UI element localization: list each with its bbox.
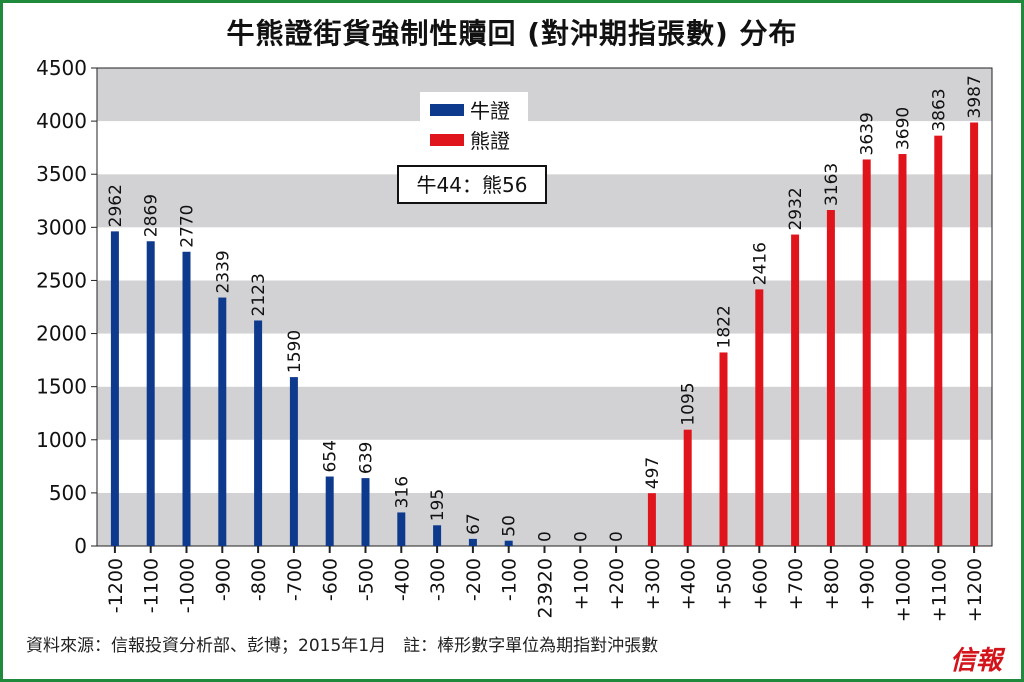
x-tick-label: -400: [391, 558, 413, 601]
ratio-annotation: 牛44：熊56: [417, 173, 528, 197]
bar-value-label: 497: [643, 457, 663, 489]
bar-value-label: 67: [464, 513, 484, 535]
legend-swatch: [430, 134, 464, 146]
x-tick-label: +500: [714, 558, 736, 610]
bar-value-label: 2869: [142, 194, 162, 237]
x-tick-label: -300: [427, 558, 449, 601]
bar: [755, 289, 764, 546]
bar: [325, 476, 334, 546]
bar-value-label: 1822: [715, 305, 735, 348]
bar: [504, 540, 513, 546]
bar-value-label: 2770: [178, 204, 198, 247]
bar-value-label: 2416: [750, 242, 770, 285]
x-tick-label: +1100: [928, 558, 950, 622]
x-tick-label: -500: [356, 558, 378, 601]
bar-value-label: 2962: [106, 184, 126, 227]
bar: [970, 122, 979, 546]
x-tick-label: 23920: [535, 558, 557, 618]
bar-value-label: 639: [357, 442, 377, 474]
y-tick-label: 500: [49, 481, 87, 505]
bar-value-label: 2339: [213, 250, 233, 293]
bar: [433, 525, 442, 546]
bar-value-label: 3690: [894, 107, 914, 150]
bar: [934, 135, 943, 546]
bar-value-label: 3639: [858, 112, 878, 155]
source-note: 資料來源：信報投資分析部、彭博；2015年1月 註：棒形數字單位為期指對沖張數: [26, 636, 659, 656]
x-tick-label: -900: [212, 558, 234, 601]
bar-value-label: 3863: [929, 88, 949, 131]
bar: [468, 538, 477, 546]
bar: [397, 512, 406, 546]
x-tick-label: +1000: [893, 558, 915, 622]
bar-value-label: 0: [607, 531, 627, 542]
x-tick-label: -200: [463, 558, 485, 601]
x-tick-label: +300: [642, 558, 664, 610]
x-tick-label: -1200: [105, 558, 127, 613]
bar: [182, 251, 191, 546]
x-tick-label: -700: [284, 558, 306, 601]
bar: [361, 478, 370, 546]
bar: [110, 231, 119, 546]
chart-title: 牛熊證街貨強制性贖回 (對沖期指張數) 分布: [226, 17, 798, 50]
x-tick-label: +400: [678, 558, 700, 610]
x-tick-label: -1100: [141, 558, 163, 613]
bar: [218, 297, 227, 546]
bar-value-label: 2932: [786, 187, 806, 230]
bar: [862, 159, 871, 546]
grid-band: [97, 492, 992, 546]
bar-value-label: 1590: [285, 330, 305, 373]
x-tick-label: +900: [857, 558, 879, 610]
x-tick-label: +100: [570, 558, 592, 610]
x-tick-label: +1200: [964, 558, 986, 622]
y-tick-label: 0: [74, 534, 87, 558]
grid-band: [97, 227, 992, 281]
legend-label: 熊證: [470, 129, 510, 153]
bar: [826, 210, 835, 546]
bar-value-label: 0: [536, 531, 556, 542]
x-tick-label: -1000: [177, 558, 199, 613]
bar: [146, 241, 155, 546]
bar: [719, 352, 728, 546]
y-tick-label: 4500: [36, 56, 87, 80]
bar-value-label: 195: [428, 489, 448, 521]
legend-swatch: [430, 104, 464, 116]
grid-band: [97, 333, 992, 387]
bar-value-label: 3987: [965, 75, 985, 118]
bar: [898, 154, 907, 547]
x-tick-label: +200: [606, 558, 628, 610]
bar-value-label: 654: [321, 440, 341, 472]
bar-value-label: 0: [571, 531, 591, 542]
y-tick-label: 3000: [36, 215, 87, 239]
y-tick-label: 1500: [36, 375, 87, 399]
ratio-annotation-box: [397, 165, 547, 204]
bar: [683, 429, 692, 546]
bar: [289, 377, 298, 546]
legend-label: 牛證: [470, 99, 510, 123]
bar-value-label: 316: [392, 476, 412, 508]
bar-value-label: 2123: [249, 273, 269, 316]
bar-value-label: 1095: [679, 382, 699, 425]
x-tick-label: +700: [785, 558, 807, 610]
bar: [647, 493, 656, 546]
x-tick-label: -800: [248, 558, 270, 601]
grid-band: [97, 386, 992, 440]
grid-band: [97, 280, 992, 334]
bar-value-label: 50: [500, 515, 520, 537]
bar: [791, 234, 800, 546]
y-tick-label: 3500: [36, 162, 87, 186]
bar: [254, 320, 263, 546]
bar-value-label: 3163: [822, 163, 842, 206]
grid-band: [97, 68, 992, 122]
y-tick-label: 1000: [36, 428, 87, 452]
x-tick-label: -100: [499, 558, 521, 601]
y-tick-label: 4000: [36, 109, 87, 133]
x-tick-label: +600: [749, 558, 771, 610]
y-tick-label: 2000: [36, 322, 87, 346]
hkej-logo: 信報: [950, 646, 1003, 676]
grid-band: [97, 439, 992, 493]
y-tick-label: 2500: [36, 268, 87, 292]
x-tick-label: +800: [821, 558, 843, 610]
x-tick-label: -600: [320, 558, 342, 601]
